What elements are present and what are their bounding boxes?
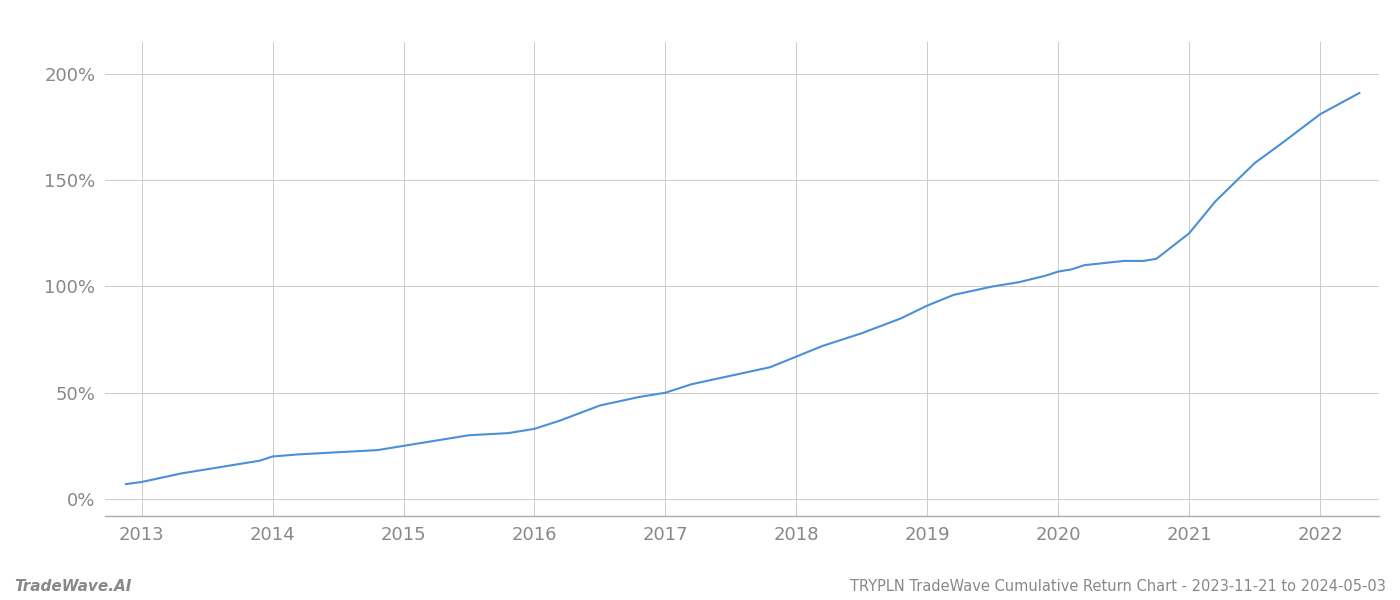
- Text: TradeWave.AI: TradeWave.AI: [14, 579, 132, 594]
- Text: TRYPLN TradeWave Cumulative Return Chart - 2023-11-21 to 2024-05-03: TRYPLN TradeWave Cumulative Return Chart…: [850, 579, 1386, 594]
